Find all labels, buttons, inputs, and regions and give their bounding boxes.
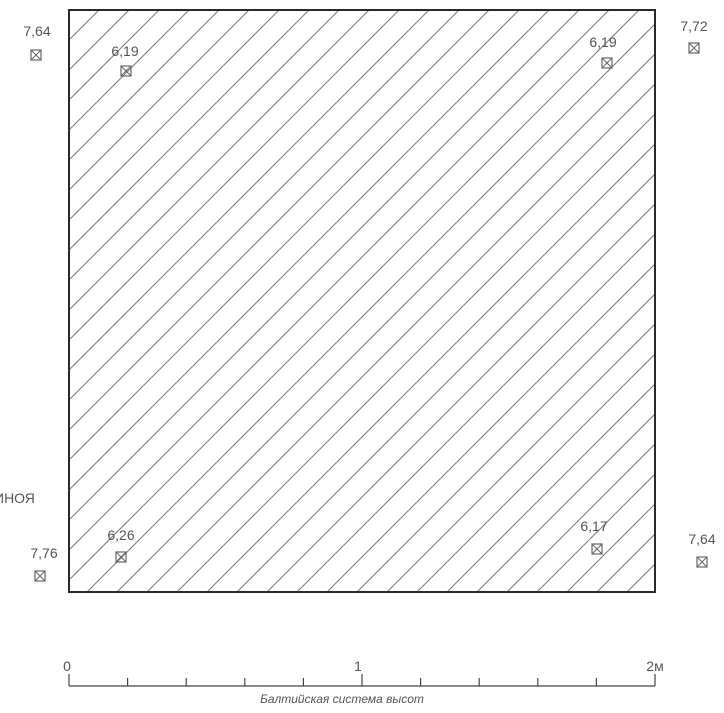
hatch-line bbox=[416, 353, 655, 592]
hatch-line bbox=[386, 323, 655, 592]
hatch-line bbox=[69, 10, 310, 251]
hatch-line bbox=[476, 413, 655, 592]
elevation-marker-outer-bottom-right: 7,64 bbox=[688, 531, 716, 568]
elevation-label: 6,26 bbox=[107, 527, 134, 543]
elevation-marker-outer-top-right: 7,72 bbox=[680, 18, 708, 54]
elevation-marker-inner-top-right: 6,19 bbox=[589, 34, 617, 69]
elevation-marker-outer-top-left: 7,64 bbox=[23, 23, 51, 61]
scale-label-two: 2м bbox=[646, 658, 663, 674]
benchmark-icon bbox=[120, 65, 132, 77]
hatch-fill bbox=[69, 10, 724, 592]
hatch-line bbox=[69, 10, 430, 371]
scale-ticks bbox=[68, 674, 656, 686]
elevation-marker-outer-bottom-left: 7,76 bbox=[30, 545, 58, 582]
benchmark-icon bbox=[591, 543, 603, 555]
hatch-line bbox=[116, 53, 655, 592]
hatch-line bbox=[236, 173, 655, 592]
benchmark-icon bbox=[696, 556, 708, 568]
hatch-line bbox=[86, 23, 655, 592]
hatch-line bbox=[69, 10, 610, 551]
hatch-line bbox=[176, 113, 655, 592]
hatch-line bbox=[69, 10, 370, 311]
hatch-line bbox=[326, 263, 655, 592]
hatch-line bbox=[657, 10, 724, 592]
hatch-line bbox=[69, 10, 400, 341]
hatch-line bbox=[356, 293, 655, 592]
benchmark-icon bbox=[688, 42, 700, 54]
elevation-marker-inner-bottom-right: 6,17 bbox=[580, 518, 608, 555]
elevation-label: 7,72 bbox=[680, 18, 707, 34]
hatch-line bbox=[717, 10, 724, 592]
elevation-marker-inner-top-left: 6,19 bbox=[111, 43, 139, 77]
hatch-line bbox=[536, 473, 655, 592]
hatch-line bbox=[69, 10, 640, 581]
elevation-label: 7,76 bbox=[30, 545, 57, 561]
hatch-line bbox=[687, 10, 724, 592]
hatch-line bbox=[69, 10, 490, 431]
hatch-line bbox=[69, 10, 250, 191]
hatch-line bbox=[69, 10, 550, 491]
benchmark-icon bbox=[115, 551, 127, 563]
hatch-line bbox=[146, 83, 655, 592]
hatch-line bbox=[69, 10, 220, 161]
hatch-line bbox=[446, 383, 655, 592]
hatch-line bbox=[506, 443, 655, 592]
hatch-line bbox=[566, 503, 655, 592]
elevation-label: 7,64 bbox=[23, 23, 50, 39]
hatch-line bbox=[296, 233, 655, 592]
elevation-marker-inner-bottom-left: 6,26 bbox=[107, 527, 135, 563]
hatch-line bbox=[69, 10, 520, 461]
hatch-line bbox=[206, 143, 655, 592]
plot-boundary bbox=[68, 9, 656, 593]
scale-label-zero: 0 bbox=[63, 658, 71, 674]
hatch-line bbox=[69, 10, 190, 131]
elevation-label: 6,19 bbox=[589, 34, 616, 50]
elevation-label: 7,64 bbox=[688, 531, 715, 547]
elevation-label: 6,19 bbox=[111, 43, 138, 59]
hatch-line bbox=[69, 10, 280, 221]
hatch-line bbox=[69, 10, 460, 401]
benchmark-icon bbox=[601, 57, 613, 69]
benchmark-icon bbox=[30, 49, 42, 61]
hatch-line bbox=[69, 10, 580, 521]
left-label-fragment: ИНОЯ bbox=[0, 490, 35, 506]
elevation-label: 6,17 bbox=[580, 518, 607, 534]
scale-label-one: 1 bbox=[354, 658, 362, 674]
hatch-line bbox=[266, 203, 655, 592]
scale-bar: 0 1 2м Балтийская система высот bbox=[63, 658, 664, 706]
hatch-line bbox=[69, 10, 340, 281]
hatch-line bbox=[596, 533, 655, 592]
benchmark-icon bbox=[34, 570, 46, 582]
scale-caption: Балтийская система высот bbox=[260, 692, 424, 706]
